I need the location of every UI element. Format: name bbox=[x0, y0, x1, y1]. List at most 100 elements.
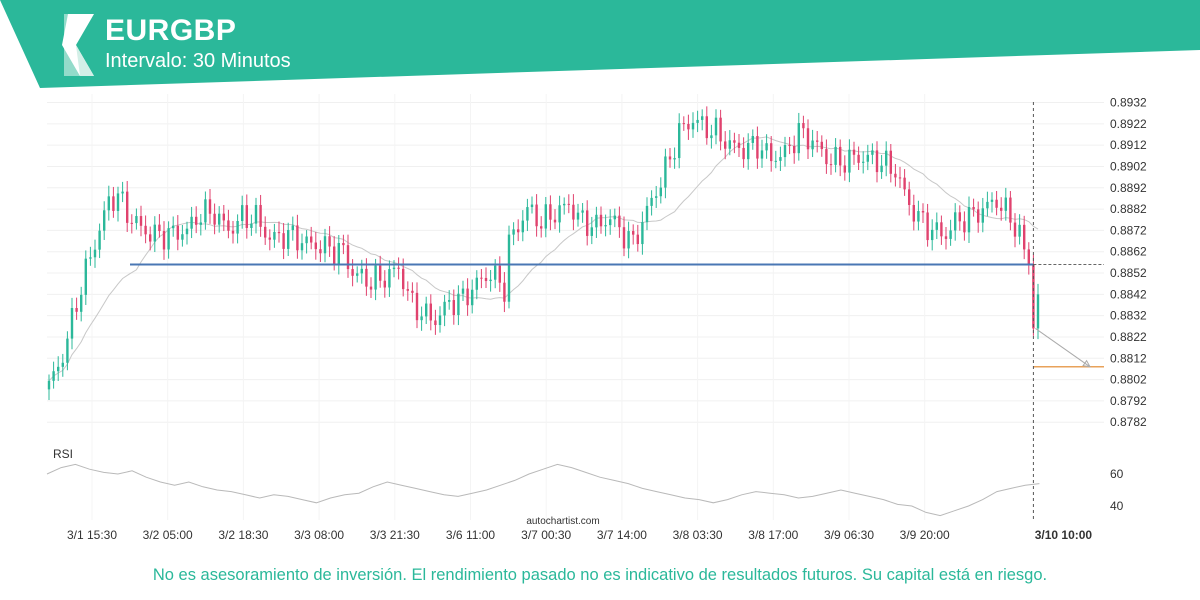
candle-body bbox=[512, 229, 515, 235]
candle-body bbox=[374, 265, 377, 290]
candle-body bbox=[291, 225, 294, 231]
candle-body bbox=[553, 219, 557, 223]
candle-body bbox=[296, 225, 299, 251]
candle-body bbox=[986, 201, 989, 209]
watermark: autochartist.com bbox=[526, 516, 599, 527]
candle-body bbox=[342, 243, 345, 246]
candle-body bbox=[977, 209, 980, 223]
candle-body bbox=[940, 222, 943, 237]
candle-body bbox=[737, 142, 741, 148]
candle-body bbox=[783, 145, 787, 158]
candle-body bbox=[1000, 207, 1003, 211]
candle-body bbox=[484, 277, 488, 282]
candle-body bbox=[1036, 294, 1040, 329]
candle-body bbox=[921, 211, 925, 213]
candle-body bbox=[558, 205, 561, 223]
candle-body bbox=[788, 145, 791, 147]
candle-body bbox=[724, 141, 727, 149]
candle-body bbox=[595, 214, 598, 228]
candle-body bbox=[305, 236, 308, 244]
candle-body bbox=[70, 308, 74, 339]
time-tick-label: 3/3 08:00 bbox=[294, 528, 344, 542]
candle-body bbox=[425, 303, 428, 317]
candle-body bbox=[103, 210, 106, 231]
candle-body bbox=[627, 231, 630, 249]
candle-body bbox=[1018, 224, 1021, 237]
candle-body bbox=[1004, 197, 1007, 211]
candle-body bbox=[89, 257, 92, 259]
candle-body bbox=[135, 216, 138, 224]
rsi-line bbox=[46, 463, 1040, 517]
candle-body bbox=[245, 205, 248, 228]
candle-body bbox=[379, 265, 382, 281]
time-axis: 3/1 15:30 3/2 05:00 3/2 18:30 3/3 08:00 3/3 … bbox=[67, 528, 950, 542]
price-tick-label: 0.8922 bbox=[1110, 117, 1147, 131]
candle-body bbox=[770, 143, 773, 162]
candle-body bbox=[931, 229, 934, 241]
candle-body bbox=[277, 231, 281, 234]
candle-body bbox=[443, 301, 446, 316]
candle-body bbox=[981, 208, 984, 223]
candle-body bbox=[866, 154, 869, 162]
candle-body bbox=[300, 243, 304, 251]
time-tick-label: 3/7 14:00 bbox=[597, 528, 647, 542]
candle-body bbox=[199, 222, 202, 225]
time-tick-label: 3/8 03:30 bbox=[673, 528, 723, 542]
header-band bbox=[0, 0, 1200, 88]
candle-body bbox=[843, 165, 846, 173]
candle-body bbox=[489, 279, 492, 282]
candle-body bbox=[351, 269, 354, 276]
candle-body bbox=[507, 234, 511, 302]
rsi-axis: 60 40 bbox=[1110, 467, 1124, 513]
candle-body bbox=[659, 187, 662, 197]
candle-body bbox=[645, 205, 649, 223]
candle-body bbox=[756, 136, 759, 159]
candle-body bbox=[728, 140, 731, 149]
candle-body bbox=[213, 213, 216, 225]
candle-body bbox=[908, 189, 911, 205]
price-tick-label: 0.8852 bbox=[1110, 266, 1147, 280]
candle-body bbox=[802, 123, 805, 129]
candle-body bbox=[889, 150, 892, 174]
candle-body bbox=[190, 216, 193, 229]
price-chart: 0.8932 0.8922 0.8912 0.8902 0.8892 0.8882 0.88… bbox=[46, 94, 1147, 542]
candle-body bbox=[926, 212, 929, 241]
candle-body bbox=[162, 231, 166, 250]
candle-body bbox=[365, 268, 368, 287]
candle-body bbox=[517, 229, 520, 233]
candle-body bbox=[563, 203, 566, 206]
candle-body bbox=[438, 315, 442, 326]
candle-body bbox=[227, 220, 230, 231]
candle-body bbox=[494, 265, 497, 280]
candle-body bbox=[236, 221, 239, 234]
current-time-label: 3/10 10:00 bbox=[1035, 528, 1093, 542]
candle-body bbox=[834, 146, 837, 165]
candle-body bbox=[319, 249, 322, 254]
price-tick-label: 0.8862 bbox=[1110, 245, 1147, 259]
candle-body bbox=[655, 196, 658, 198]
candle-body bbox=[461, 288, 465, 294]
rsi-label: RSI bbox=[53, 447, 73, 461]
candle-body bbox=[181, 234, 184, 240]
candle-body bbox=[259, 204, 262, 227]
candle-body bbox=[434, 320, 437, 326]
candle-body bbox=[282, 233, 285, 249]
candle-body bbox=[360, 268, 363, 274]
candle-body bbox=[241, 205, 244, 222]
candle-body bbox=[875, 150, 879, 173]
candle-body bbox=[609, 219, 612, 226]
candle-body bbox=[954, 212, 957, 231]
candle-body bbox=[885, 150, 888, 166]
candle-body bbox=[618, 215, 621, 228]
candle-body bbox=[944, 236, 948, 239]
time-tick-label: 3/1 15:30 bbox=[67, 528, 117, 542]
price-tick-label: 0.8912 bbox=[1110, 138, 1147, 152]
candle-body bbox=[696, 119, 699, 123]
candle-body bbox=[57, 366, 60, 372]
candle-body bbox=[328, 236, 331, 247]
candle-body bbox=[75, 308, 78, 312]
candle-body bbox=[917, 211, 920, 222]
candle-body bbox=[93, 249, 97, 258]
candle-body bbox=[314, 242, 317, 250]
price-tick-label: 0.8892 bbox=[1110, 181, 1147, 195]
